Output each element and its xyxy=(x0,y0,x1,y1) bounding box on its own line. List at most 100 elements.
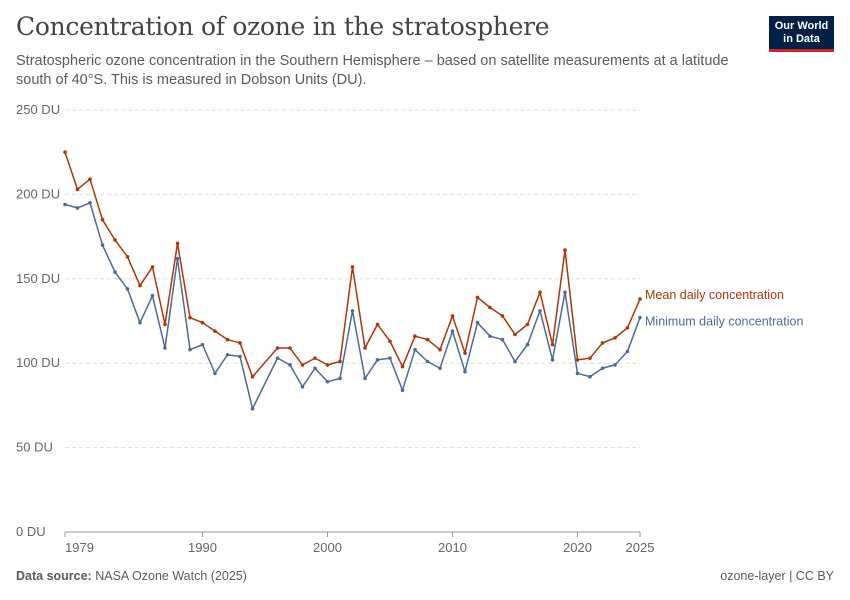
minimum-data-point xyxy=(138,320,142,325)
mean-data-point xyxy=(625,325,630,330)
minimum-data-point xyxy=(500,337,505,342)
label-layer: Mean daily concentration Minimum daily co… xyxy=(645,288,803,329)
mean-data-point xyxy=(613,336,617,340)
mean-data-point xyxy=(325,363,330,367)
minimum-data-point xyxy=(488,334,492,338)
chart-title: Concentration of ozone in the stratosphe… xyxy=(16,12,550,41)
mean-data-point xyxy=(450,314,455,318)
minimum-data-point xyxy=(163,346,167,350)
minimum-data-point xyxy=(125,287,130,291)
mean-data-point xyxy=(363,346,367,350)
mean-data-point xyxy=(575,358,580,362)
mean-data-point xyxy=(525,322,530,327)
minimum-data-point xyxy=(525,342,530,347)
x-tick-label: 2020 xyxy=(563,540,592,555)
logo-line-2: in Data xyxy=(783,33,820,45)
mean-data-point xyxy=(250,374,255,379)
license-text[interactable]: ozone-layer | CC BY xyxy=(720,569,834,583)
minimum-data-point xyxy=(638,315,642,320)
mean-data-point xyxy=(338,359,342,364)
mean-data-point xyxy=(150,265,155,269)
x-tick-label: 2010 xyxy=(438,540,467,555)
minimum-data-point xyxy=(538,309,542,313)
mean-data-point xyxy=(563,248,567,252)
mean-data-point xyxy=(438,347,442,352)
y-tick-label: 100 DU xyxy=(16,355,60,370)
minimum-data-point xyxy=(113,270,117,274)
minimum-data-point xyxy=(313,366,317,371)
minimum-data-point xyxy=(150,293,155,298)
mean-data-point xyxy=(288,346,292,350)
x-tick-label: 1990 xyxy=(188,540,217,555)
minimum-data-point xyxy=(250,406,255,411)
minimum-data-point xyxy=(575,371,580,376)
mean-data-point xyxy=(300,363,305,367)
minimum-data-point xyxy=(275,356,280,360)
minimum-data-point xyxy=(200,342,205,347)
data-source-link[interactable]: NASA Ozone Watch (2025) xyxy=(95,569,247,583)
mean-data-point xyxy=(113,238,117,242)
mean-data-point xyxy=(213,329,217,333)
minimum-series-line xyxy=(64,202,641,410)
y-tick-label: 50 DU xyxy=(16,440,53,455)
mean-data-point xyxy=(600,341,605,345)
minimum-data-point xyxy=(175,256,180,261)
minimum-data-point xyxy=(188,347,192,352)
minimum-data-point xyxy=(588,374,592,379)
minimum-data-point xyxy=(63,202,67,207)
mean-data-point xyxy=(350,265,355,269)
mean-data-point xyxy=(638,297,642,301)
mean-data-point xyxy=(188,315,192,320)
mean-data-point xyxy=(275,346,280,350)
minimum-data-point xyxy=(338,376,342,381)
x-tick-label: 2025 xyxy=(626,540,655,555)
chart-subtitle: Stratospheric ozone concentration in the… xyxy=(16,53,729,88)
minimum-data-point xyxy=(413,347,417,352)
y-tick-label: 0 DU xyxy=(16,524,46,539)
y-tick-label: 200 DU xyxy=(16,186,60,201)
minimum-data-point xyxy=(475,320,480,325)
mean-data-point xyxy=(88,177,92,182)
mean-data-point xyxy=(138,283,142,288)
mean-data-point xyxy=(63,150,67,154)
minimum-data-point xyxy=(350,309,355,313)
mean-data-point xyxy=(375,322,380,327)
mean-data-point xyxy=(425,337,430,342)
minimum-data-point xyxy=(400,388,405,393)
mean-data-point xyxy=(225,337,230,342)
mean-data-point xyxy=(388,339,392,344)
x-tick-label: 2000 xyxy=(313,540,342,555)
mean-data-point xyxy=(500,314,505,318)
mean-series-line xyxy=(64,151,641,378)
mean-data-point xyxy=(488,305,492,310)
mean-data-point xyxy=(475,295,480,300)
grid-layer xyxy=(65,109,640,449)
mean-data-point xyxy=(75,187,80,192)
y-tick-label: 250 DU xyxy=(16,102,60,117)
minimum-data-point xyxy=(438,366,442,371)
minimum-series-label: Minimum daily concentration xyxy=(645,315,803,329)
minimum-data-point xyxy=(450,329,455,333)
minimum-data-point xyxy=(100,243,105,247)
minimum-data-point xyxy=(375,358,380,362)
mean-data-point xyxy=(125,255,130,259)
minimum-data-point xyxy=(600,366,605,371)
mean-data-point xyxy=(175,241,180,246)
x-tick-label: 1979 xyxy=(65,540,94,555)
owid-logo[interactable]: Our World in Data xyxy=(769,16,834,52)
minimum-data-point xyxy=(425,359,430,364)
minimum-data-point xyxy=(388,356,392,360)
mean-data-point xyxy=(513,332,517,337)
minimum-data-point xyxy=(463,369,467,374)
mean-data-point xyxy=(550,342,555,347)
minimum-data-point xyxy=(75,206,80,210)
minimum-data-point xyxy=(513,359,517,364)
minimum-data-point xyxy=(550,358,555,362)
minimum-data-point xyxy=(288,363,292,367)
mean-data-point xyxy=(313,356,317,360)
minimum-data-point xyxy=(238,354,242,359)
minimum-data-point xyxy=(225,352,230,357)
logo-line-1: Our World xyxy=(774,20,829,32)
mean-data-point xyxy=(238,341,242,345)
